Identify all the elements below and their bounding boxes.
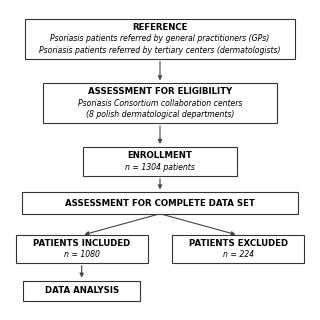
FancyBboxPatch shape bbox=[23, 281, 140, 300]
FancyBboxPatch shape bbox=[172, 235, 304, 263]
FancyBboxPatch shape bbox=[22, 192, 298, 214]
Text: Psoriasis Consortium collaboration centers: Psoriasis Consortium collaboration cente… bbox=[78, 99, 242, 108]
Text: n = 224: n = 224 bbox=[223, 250, 254, 259]
FancyBboxPatch shape bbox=[43, 83, 277, 123]
Text: DATA ANALYSIS: DATA ANALYSIS bbox=[44, 286, 119, 295]
FancyBboxPatch shape bbox=[16, 235, 148, 263]
Text: ENROLLMENT: ENROLLMENT bbox=[128, 151, 192, 160]
Text: REFERENCE: REFERENCE bbox=[132, 23, 188, 32]
FancyBboxPatch shape bbox=[83, 147, 237, 176]
Text: n = 1304 patients: n = 1304 patients bbox=[125, 163, 195, 172]
Text: PATIENTS EXCLUDED: PATIENTS EXCLUDED bbox=[189, 239, 288, 248]
Text: n = 1080: n = 1080 bbox=[64, 250, 100, 259]
Text: ASSESSMENT FOR COMPLETE DATA SET: ASSESSMENT FOR COMPLETE DATA SET bbox=[65, 198, 255, 207]
FancyBboxPatch shape bbox=[25, 19, 295, 59]
Text: (8 polish dermatological departments): (8 polish dermatological departments) bbox=[86, 110, 234, 119]
Text: Psoriasis patients referred by tertiary centers (dermatologists): Psoriasis patients referred by tertiary … bbox=[39, 45, 281, 55]
Text: PATIENTS INCLUDED: PATIENTS INCLUDED bbox=[33, 239, 130, 248]
Text: Psoriasis patients referred by general practitioners (GPs): Psoriasis patients referred by general p… bbox=[50, 34, 270, 43]
Text: ASSESSMENT FOR ELIGIBILITY: ASSESSMENT FOR ELIGIBILITY bbox=[88, 87, 232, 96]
